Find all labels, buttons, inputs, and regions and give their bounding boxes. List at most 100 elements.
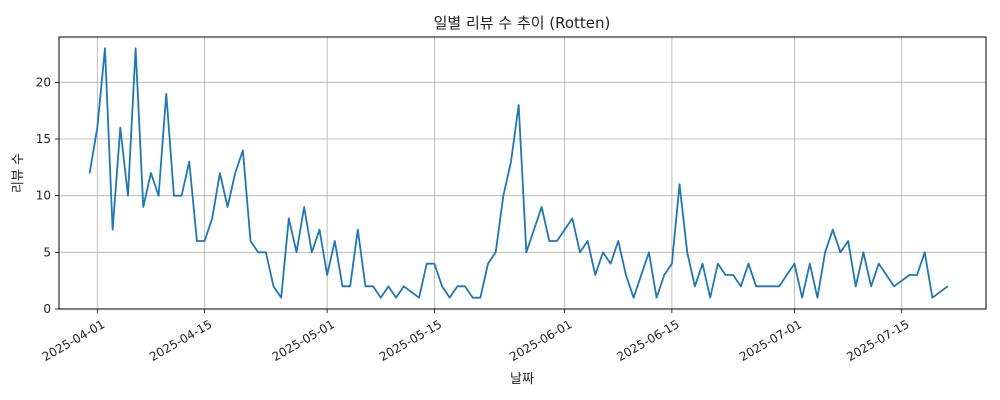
- data-point: [295, 251, 298, 253]
- data-point: [947, 285, 949, 287]
- data-point: [96, 127, 98, 129]
- data-point: [686, 251, 688, 253]
- data-point: [847, 240, 849, 242]
- data-point: [265, 251, 267, 253]
- data-point: [594, 274, 596, 276]
- data-point: [525, 251, 527, 253]
- data-point: [602, 251, 604, 253]
- data-point: [625, 274, 627, 276]
- data-point: [632, 297, 635, 299]
- data-point: [755, 285, 757, 287]
- data-point: [135, 47, 137, 49]
- data-point: [793, 263, 796, 265]
- data-point: [671, 263, 673, 265]
- data-point: [441, 285, 443, 287]
- data-point: [203, 240, 206, 242]
- data-point: [648, 251, 650, 253]
- data-point: [510, 161, 512, 163]
- data-point: [387, 285, 390, 287]
- data-point: [870, 285, 872, 287]
- data-point: [242, 149, 244, 151]
- data-point: [878, 263, 880, 265]
- data-point: [226, 206, 229, 208]
- data-point: [587, 240, 589, 242]
- data-point: [694, 285, 696, 287]
- y-axis-title: 리뷰 수: [11, 153, 26, 193]
- data-point: [502, 195, 504, 197]
- data-point: [541, 206, 543, 208]
- data-point: [655, 297, 658, 299]
- data-point: [403, 285, 405, 287]
- data-point: [150, 172, 152, 174]
- data-point: [732, 274, 734, 276]
- data-point: [165, 93, 167, 95]
- data-point: [380, 297, 382, 299]
- data-point: [426, 263, 428, 265]
- data-point: [855, 285, 857, 287]
- data-point: [303, 206, 305, 208]
- y-tick-label: 10: [36, 189, 51, 203]
- data-point: [311, 251, 313, 253]
- data-point: [518, 104, 520, 106]
- data-point: [778, 285, 780, 287]
- y-tick-label: 0: [43, 302, 51, 316]
- data-point: [548, 240, 550, 242]
- data-point: [824, 251, 826, 253]
- y-axis-ticks: 0 5 10 15 20: [36, 75, 59, 316]
- chart-title: 일별 리뷰 수 추이 (Rotten): [434, 14, 611, 32]
- data-point: [472, 297, 474, 299]
- data-point: [709, 297, 711, 299]
- data-point: [188, 161, 190, 163]
- data-point: [211, 217, 213, 219]
- data-point: [740, 285, 742, 287]
- data-point: [610, 263, 612, 265]
- y-tick-label: 5: [43, 245, 51, 259]
- data-point: [479, 297, 481, 299]
- data-point: [556, 240, 558, 242]
- data-point: [893, 285, 895, 287]
- data-point: [89, 172, 91, 174]
- data-point: [234, 172, 236, 174]
- data-point: [839, 251, 842, 253]
- data-point: [364, 285, 367, 287]
- data-point: [449, 297, 451, 299]
- plot-area: [88, 47, 949, 299]
- data-point: [433, 263, 435, 265]
- data-point: [272, 285, 275, 287]
- data-point: [341, 285, 344, 287]
- data-point: [349, 285, 351, 287]
- data-point: [196, 240, 198, 242]
- data-point: [334, 240, 336, 242]
- data-point: [119, 127, 121, 129]
- data-point: [495, 251, 497, 253]
- data-point: [717, 263, 719, 265]
- data-point: [180, 195, 183, 197]
- data-point: [916, 274, 918, 276]
- data-point: [809, 263, 811, 265]
- x-axis-title: 날짜: [510, 372, 534, 387]
- data-point: [372, 285, 374, 287]
- data-point: [326, 274, 328, 276]
- data-point: [104, 47, 106, 49]
- data-point: [418, 297, 420, 299]
- data-point: [142, 206, 144, 208]
- data-point: [931, 297, 933, 299]
- y-tick-label: 15: [36, 132, 51, 146]
- data-point: [487, 263, 489, 265]
- data-point: [357, 229, 359, 231]
- data-point: [924, 251, 926, 253]
- data-point: [663, 274, 665, 276]
- data-point: [747, 263, 750, 265]
- data-point: [158, 195, 160, 197]
- data-point: [112, 229, 114, 231]
- plot-frame: [58, 36, 987, 310]
- data-point: [395, 297, 397, 299]
- data-point: [832, 229, 834, 231]
- data-point: [801, 297, 803, 299]
- data-point: [219, 172, 221, 174]
- y-tick-label: 20: [36, 75, 51, 89]
- data-point: [456, 285, 458, 287]
